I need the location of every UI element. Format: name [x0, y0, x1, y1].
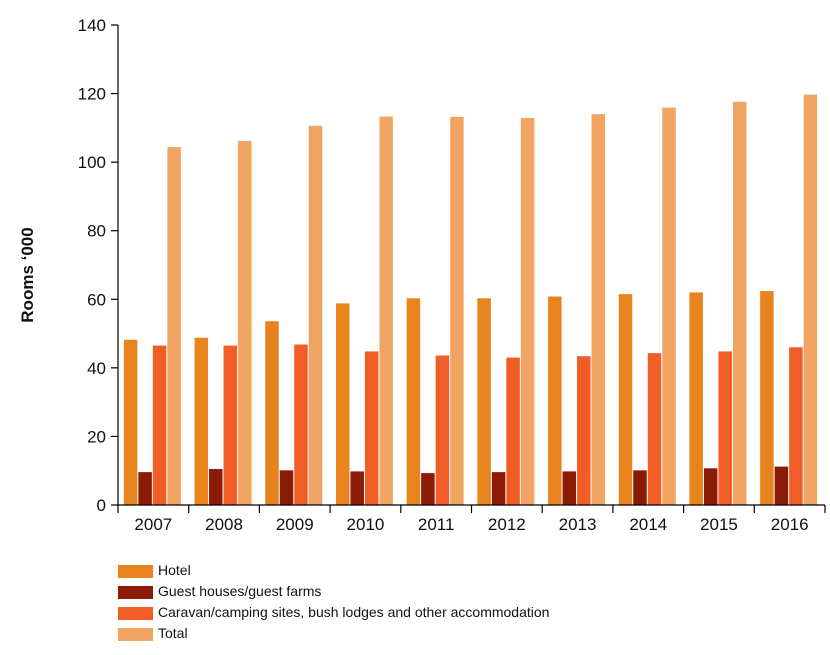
bar-2012-series-1 — [477, 298, 491, 505]
y-tick-label: 0 — [97, 496, 106, 515]
x-tick-label: 2008 — [205, 515, 243, 534]
bar-2010-series-2 — [350, 471, 364, 505]
bar-2011-series-1 — [406, 298, 421, 505]
y-tick-label: 80 — [87, 222, 106, 241]
bar-2016-series-2 — [774, 466, 789, 505]
y-tick-label: 140 — [78, 16, 106, 35]
legend-swatch — [118, 586, 153, 599]
bar-2015-series-4 — [732, 101, 747, 506]
bar-2011-series-2 — [421, 473, 435, 505]
y-tick-label: 20 — [87, 427, 106, 446]
x-tick-label: 2016 — [771, 515, 809, 534]
bar-2009-series-4 — [308, 125, 323, 506]
bar-2013-series-2 — [562, 471, 577, 505]
bar-2011-series-4 — [450, 116, 464, 505]
bar-2008-series-3 — [223, 345, 238, 505]
bar-2007-series-3 — [152, 345, 167, 505]
legend-swatch — [118, 565, 153, 578]
y-axis-label: Rooms ‘000 — [18, 227, 37, 322]
legend-swatch — [118, 628, 153, 641]
bar-2009-series-2 — [279, 470, 294, 505]
bar-2007-series-1 — [123, 339, 138, 505]
bar-2010-series-4 — [379, 116, 393, 505]
bar-2008-series-4 — [238, 140, 252, 505]
y-tick-label: 120 — [78, 85, 106, 104]
bar-2012-series-3 — [506, 357, 520, 505]
bar-2015-series-2 — [703, 468, 718, 505]
legend-swatch — [118, 607, 153, 620]
bar-2009-series-1 — [265, 321, 279, 505]
x-tick-label: 2009 — [276, 515, 314, 534]
x-tick-label: 2013 — [559, 515, 597, 534]
x-tick-label: 2012 — [488, 515, 526, 534]
bar-2016-series-4 — [803, 94, 818, 505]
x-tick-label: 2007 — [134, 515, 172, 534]
bar-2008-series-1 — [194, 337, 209, 505]
y-tick-label: 60 — [87, 290, 106, 309]
y-ticks-group: 0 20 40 60 80 100 120 140 — [78, 16, 118, 515]
bar-2015-series-3 — [718, 351, 732, 505]
legend-label: Guest houses/guest farms — [158, 583, 322, 599]
bar-2012-series-4 — [520, 117, 535, 505]
bar-2013-series-1 — [548, 296, 562, 505]
bars-group — [123, 94, 818, 506]
bar-2014-series-2 — [633, 470, 647, 505]
x-ticks-group: 2007 2008 2009 2010 2011 2012 2013 2014 2015 2016 — [117, 505, 826, 534]
bar-2013-series-3 — [577, 356, 591, 505]
x-tick-label: 2011 — [418, 515, 455, 534]
bar-2016-series-1 — [760, 291, 774, 505]
bar-2011-series-3 — [435, 355, 450, 505]
bar-2008-series-2 — [209, 469, 223, 505]
bar-2007-series-2 — [138, 472, 152, 505]
x-tick-label: 2014 — [629, 515, 667, 534]
bar-2014-series-4 — [662, 107, 676, 505]
bar-2014-series-1 — [618, 294, 633, 505]
x-tick-label: 2015 — [700, 515, 738, 534]
bar-2015-series-1 — [689, 292, 703, 505]
bar-2010-series-1 — [335, 303, 350, 505]
bar-2009-series-3 — [294, 344, 308, 505]
legend-label: Total — [158, 625, 188, 641]
x-tick-label: 2010 — [347, 515, 385, 534]
bar-2014-series-3 — [647, 353, 662, 505]
bar-2012-series-2 — [491, 472, 506, 505]
y-tick-label: 100 — [78, 153, 106, 172]
bar-2010-series-3 — [364, 351, 379, 505]
bar-2013-series-4 — [591, 114, 606, 505]
bar-2007-series-4 — [167, 147, 181, 505]
y-tick-label: 40 — [87, 359, 106, 378]
bar-2016-series-3 — [789, 347, 803, 505]
legend-label: Caravan/camping sites, bush lodges and o… — [158, 604, 550, 620]
legend-label: Hotel — [158, 562, 191, 578]
